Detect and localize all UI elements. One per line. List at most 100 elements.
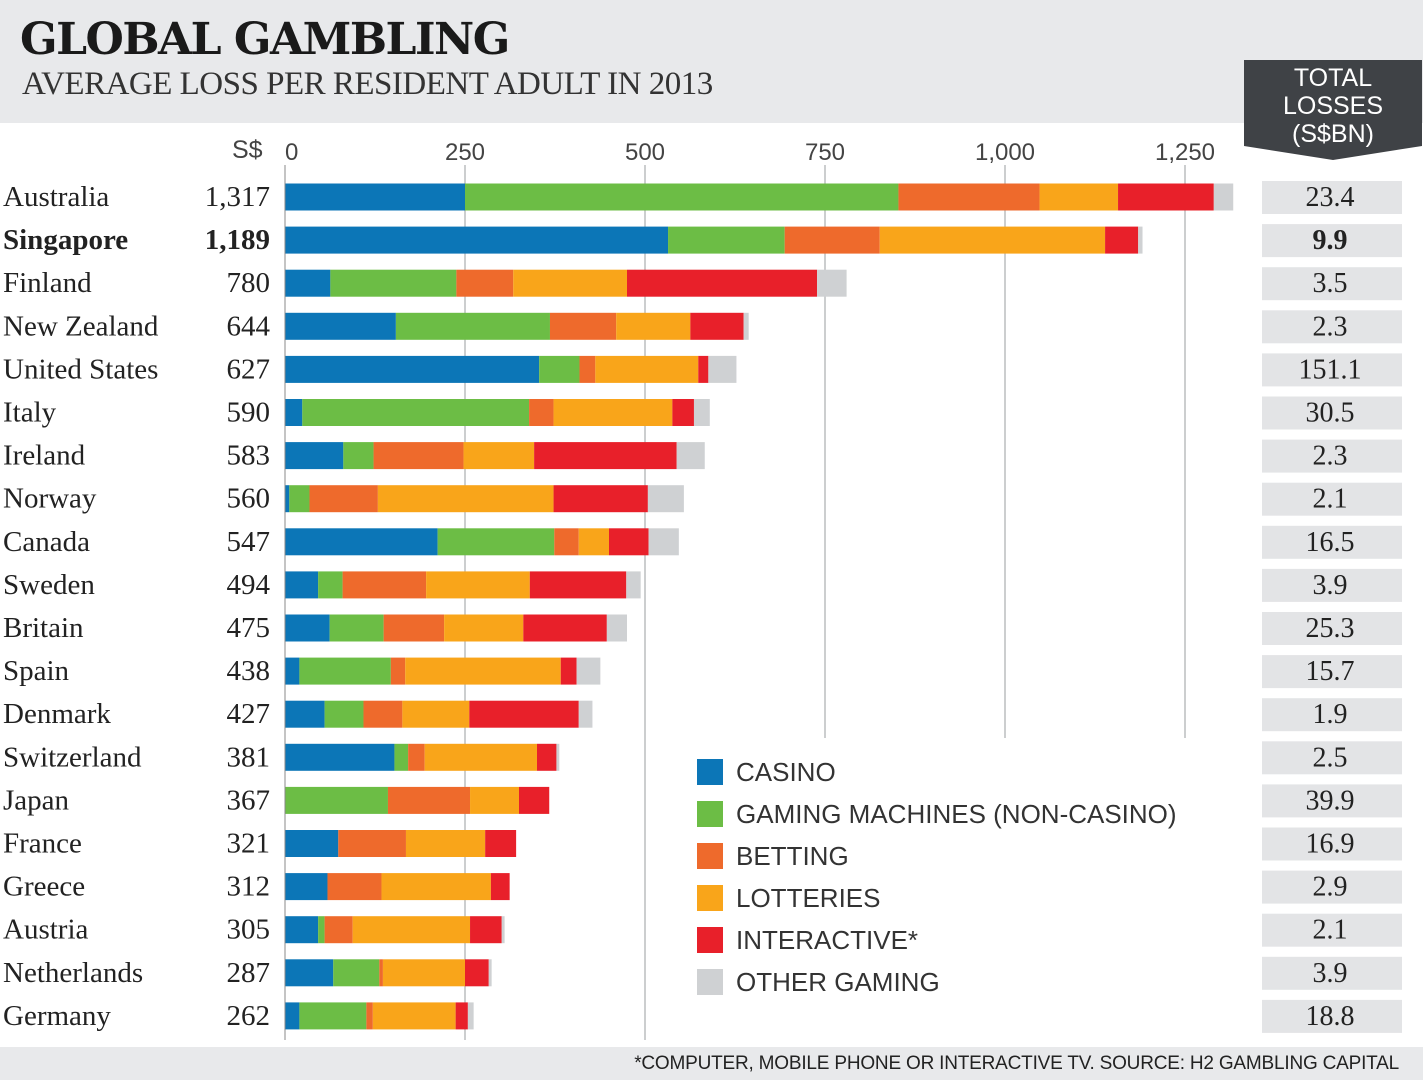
per-adult-loss-value: 475 [227, 612, 271, 644]
total-losses-cell [1262, 525, 1402, 559]
bar-segment-other-gaming [647, 485, 684, 513]
total-losses-value: 16.5 [1306, 527, 1355, 558]
legend-swatch-betting [697, 843, 723, 869]
bar-segment-interactive [490, 873, 510, 901]
total-losses-value: 2.3 [1313, 311, 1348, 342]
bar-segment-other-gaming [1138, 226, 1143, 254]
bar-segment-betting [338, 830, 406, 857]
bar-segment-interactive [609, 528, 649, 556]
bar-segment-interactive [470, 916, 502, 944]
legend-swatch-other-gaming [697, 969, 723, 995]
total-losses-cell [1262, 310, 1402, 344]
total-losses-value: 3.9 [1313, 958, 1348, 989]
bar-segment-gaming-machines-non-casino [289, 485, 310, 513]
country-label: United States [3, 353, 158, 385]
total-losses-value: 2.5 [1313, 742, 1348, 773]
total-losses-value: 18.8 [1306, 1001, 1355, 1032]
bar-segment-betting [529, 399, 554, 426]
bar-segment-gaming-machines-non-casino [285, 786, 388, 814]
country-label: Ireland [3, 440, 86, 472]
total-losses-cell [1262, 181, 1402, 214]
bar-segment-lotteries [402, 700, 470, 728]
legend-label-gaming-machines: GAMING MACHINES (NON-CASINO) [736, 799, 1177, 829]
bar-segment-interactive [560, 657, 577, 685]
total-losses-value: 151.1 [1299, 354, 1362, 385]
bar-segment-interactive [1118, 183, 1214, 211]
bar-segment-casino [285, 571, 319, 599]
legend-label-lotteries: LOTTERIES [736, 883, 881, 913]
chart-subtitle: AVERAGE LOSS PER RESIDENT ADULT IN 2013 [22, 66, 713, 102]
chart-title: GLOBAL GAMBLING [20, 14, 510, 65]
bar-segment-interactive [534, 442, 677, 470]
country-label: Sweden [3, 569, 95, 601]
country-label: Greece [3, 871, 85, 903]
bar-segment-gaming-machines-non-casino [329, 614, 384, 642]
bar-segment-lotteries [513, 269, 627, 297]
bar-segment-casino [285, 442, 344, 470]
per-adult-loss-value: 305 [227, 914, 271, 946]
per-adult-loss-value: 590 [227, 397, 271, 429]
bar-segment-interactive [537, 743, 557, 771]
country-label: Norway [3, 483, 97, 515]
bar-segment-other-gaming [501, 916, 505, 944]
per-adult-loss-value: 644 [227, 310, 271, 342]
x-tick-label: 1,250 [1155, 139, 1215, 166]
bar-segment-other-gaming [488, 959, 492, 987]
x-tick-label: 500 [625, 139, 665, 166]
bar-segment-gaming-machines-non-casino [539, 355, 580, 383]
country-label: Germany [3, 1000, 111, 1032]
bar-segment-interactive [485, 830, 517, 857]
bar-segment-other-gaming [693, 399, 710, 426]
bar-segment-casino [285, 399, 303, 426]
country-label: Japan [3, 784, 70, 816]
total-losses-value: 16.9 [1306, 829, 1355, 860]
legend-swatch-interactive [697, 927, 723, 953]
bar-segment-betting [379, 959, 383, 987]
bar-segment-betting [324, 916, 353, 944]
country-label: France [3, 828, 82, 860]
bar-segment-betting [784, 226, 880, 254]
total-losses-cell [1262, 784, 1402, 818]
bar-segment-gaming-machines-non-casino [330, 269, 457, 297]
total-losses-cell [1262, 655, 1402, 689]
total-losses-header: TOTAL LOSSES (S$BN) [1244, 64, 1422, 148]
per-adult-loss-value: 547 [227, 526, 271, 558]
bar-segment-casino [285, 916, 319, 944]
total-losses-value: 15.7 [1306, 656, 1355, 687]
country-label: Australia [3, 181, 109, 213]
bar-segment-betting [408, 743, 425, 771]
bar-segment-casino [285, 1002, 300, 1030]
total-losses-cell [1262, 439, 1402, 473]
country-label: Italy [3, 397, 57, 429]
bar-segment-gaming-machines-non-casino [437, 528, 555, 556]
per-adult-loss-value: 583 [227, 440, 271, 472]
per-adult-loss-value: 560 [227, 483, 271, 515]
bar-segment-lotteries [616, 312, 691, 340]
legend-label-casino: CASINO [736, 757, 836, 787]
bar-segment-other-gaming [467, 1002, 474, 1030]
bar-segment-gaming-machines-non-casino [465, 183, 899, 211]
bar-segment-casino [285, 528, 438, 556]
bar-segment-lotteries [424, 743, 537, 771]
bar-segment-interactive [455, 1002, 468, 1030]
bar-segment-gaming-machines-non-casino [394, 743, 409, 771]
bar-segment-casino [285, 312, 396, 340]
x-tick-label: 1,000 [975, 139, 1035, 166]
country-label: Spain [3, 655, 70, 687]
bar-segment-casino [285, 830, 339, 857]
total-losses-cell [1262, 999, 1402, 1033]
per-adult-loss-value: 1,189 [205, 224, 270, 256]
bar-segment-betting [549, 312, 617, 340]
per-adult-loss-value: 494 [227, 569, 271, 601]
total-losses-value: 23.4 [1306, 182, 1355, 213]
total-losses-cell [1262, 482, 1402, 516]
bar-segment-betting [390, 657, 406, 685]
bar-segment-lotteries [405, 830, 486, 857]
bar-segment-casino [285, 743, 395, 771]
country-label: New Zealand [3, 310, 159, 342]
bar-segment-other-gaming [626, 571, 641, 599]
total-losses-value: 2.1 [1313, 915, 1348, 946]
legend-label-other-gaming: OTHER GAMING [736, 967, 940, 997]
x-tick-label: 750 [805, 139, 845, 166]
bar-segment-gaming-machines-non-casino [395, 312, 550, 340]
